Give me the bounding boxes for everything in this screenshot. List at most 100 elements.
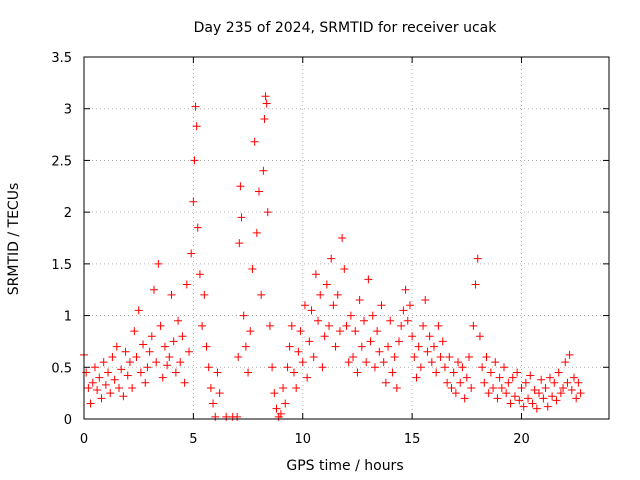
data-point xyxy=(491,358,500,367)
data-point xyxy=(427,358,436,367)
data-point xyxy=(185,347,193,356)
data-point xyxy=(316,290,325,299)
data-point xyxy=(160,342,169,351)
data-point xyxy=(178,332,187,341)
data-point xyxy=(307,306,316,315)
data-point xyxy=(408,332,417,341)
data-point xyxy=(445,352,454,361)
data-point xyxy=(314,316,323,325)
data-point xyxy=(473,254,482,263)
data-point xyxy=(327,254,336,263)
data-point xyxy=(215,389,224,398)
data-point xyxy=(430,342,438,351)
data-point xyxy=(353,368,362,377)
data-point xyxy=(456,378,465,387)
data-point xyxy=(366,337,375,346)
data-point xyxy=(563,378,572,387)
data-point xyxy=(438,337,447,346)
data-point xyxy=(346,311,355,320)
data-point xyxy=(235,239,244,248)
data-point xyxy=(386,316,395,325)
data-point xyxy=(311,270,320,279)
data-point xyxy=(298,358,307,367)
data-point xyxy=(423,347,432,356)
data-point xyxy=(495,373,504,382)
data-point xyxy=(329,301,338,310)
data-point xyxy=(128,383,137,392)
data-point xyxy=(425,332,434,341)
data-point xyxy=(362,358,371,367)
data-point xyxy=(193,223,202,232)
data-point xyxy=(259,166,268,175)
data-point xyxy=(108,352,117,361)
data-point xyxy=(395,337,403,346)
data-point xyxy=(554,368,563,377)
data-point xyxy=(241,342,250,351)
data-point xyxy=(192,122,201,131)
data-point xyxy=(440,363,449,372)
x-axis-label: GPS time / hours xyxy=(286,458,403,474)
data-point xyxy=(368,311,377,320)
data-point xyxy=(467,383,476,392)
data-point xyxy=(390,352,399,361)
x-tick-label: 5 xyxy=(189,432,197,447)
data-point xyxy=(200,290,209,299)
data-point xyxy=(576,389,585,398)
data-point xyxy=(530,386,539,395)
data-point xyxy=(502,389,511,398)
data-point xyxy=(486,368,495,377)
data-point xyxy=(234,352,243,361)
data-point xyxy=(432,368,441,377)
data-point xyxy=(333,290,342,299)
data-point xyxy=(121,347,130,356)
data-point xyxy=(421,296,430,305)
data-point xyxy=(165,352,174,361)
data-point xyxy=(493,394,502,403)
data-point xyxy=(239,311,248,320)
data-point xyxy=(82,368,91,377)
data-point xyxy=(237,213,246,222)
data-point xyxy=(163,361,172,370)
data-point xyxy=(360,316,368,325)
data-point xyxy=(465,352,473,361)
data-point xyxy=(285,342,294,351)
data-point xyxy=(84,383,93,392)
data-point xyxy=(397,321,406,330)
data-point xyxy=(139,340,148,349)
data-point xyxy=(279,383,288,392)
data-point xyxy=(340,265,349,274)
y-tick-label: 0.5 xyxy=(51,361,72,376)
data-point xyxy=(414,342,423,351)
y-tick-label: 3 xyxy=(64,103,72,118)
data-point xyxy=(556,389,565,398)
data-point xyxy=(357,342,366,351)
x-tick-label: 20 xyxy=(513,432,530,447)
data-point xyxy=(364,275,373,284)
data-point xyxy=(182,280,191,289)
data-point xyxy=(174,316,183,325)
data-point xyxy=(294,347,303,356)
data-point xyxy=(97,394,106,403)
data-point xyxy=(436,352,445,361)
data-point xyxy=(410,352,419,361)
x-tick-label: 10 xyxy=(294,432,311,447)
data-point xyxy=(545,373,554,382)
data-point xyxy=(290,368,298,377)
data-point xyxy=(497,383,506,392)
data-point xyxy=(158,373,167,382)
data-point xyxy=(539,394,548,403)
data-point xyxy=(541,383,550,392)
data-point xyxy=(171,368,180,377)
data-point xyxy=(95,373,104,382)
data-point xyxy=(150,285,158,294)
data-point xyxy=(373,327,382,336)
data-point xyxy=(460,394,469,403)
data-point xyxy=(145,347,154,356)
data-point xyxy=(250,137,259,146)
data-point xyxy=(322,280,331,289)
data-point xyxy=(375,347,384,356)
data-point xyxy=(305,337,314,346)
data-point xyxy=(248,265,257,274)
data-point xyxy=(471,280,480,289)
data-point xyxy=(180,378,189,387)
